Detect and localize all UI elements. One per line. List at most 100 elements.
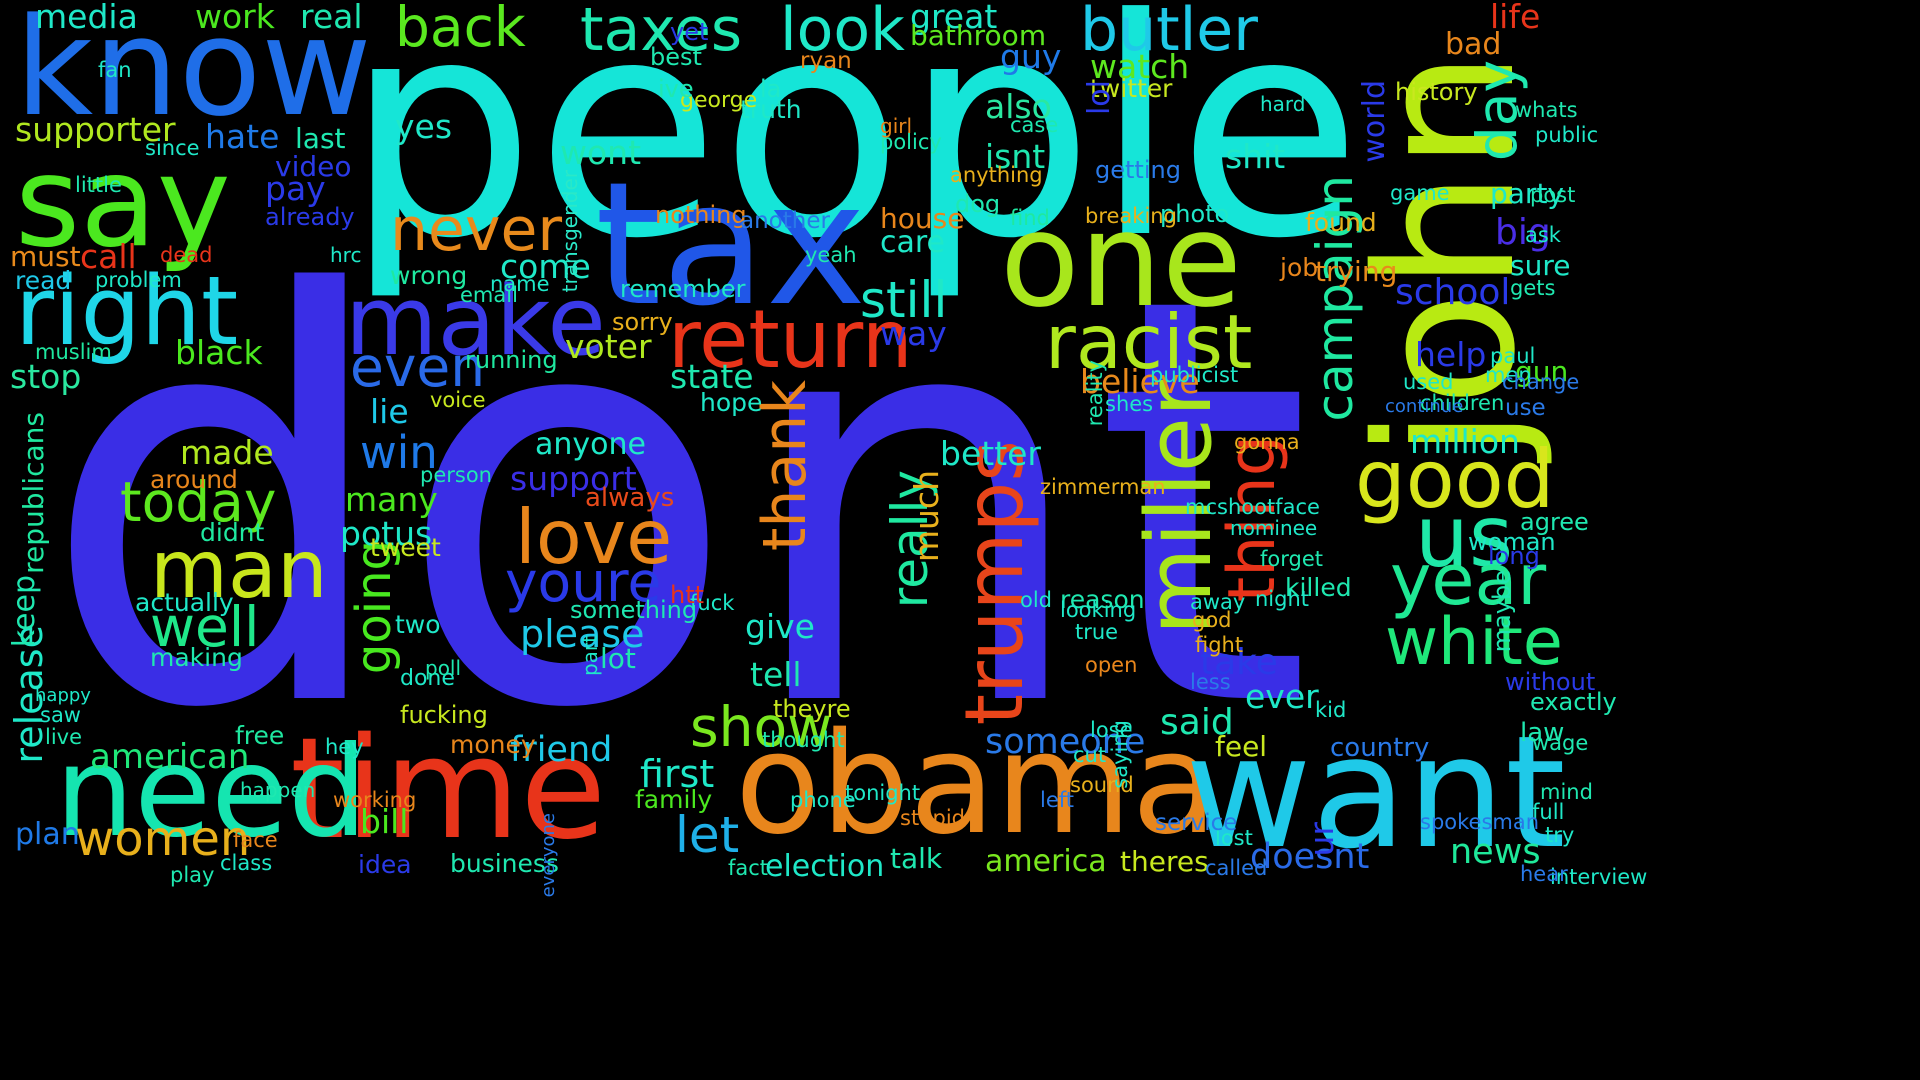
word-dog: dog: [955, 190, 1001, 218]
word-policy: policy: [880, 130, 942, 154]
word-anyone: anyone: [535, 427, 646, 462]
word-gun: gun: [1515, 355, 1569, 388]
word-done: done: [400, 666, 455, 691]
word-post: post: [1530, 183, 1576, 207]
word-tax: tax: [595, 146, 867, 344]
word-mcshootface: mcshootface: [1185, 495, 1320, 519]
word-care: care: [880, 225, 946, 260]
word-nothing: nothing: [655, 201, 747, 229]
word-last: last: [295, 122, 346, 155]
word-return: return: [668, 293, 913, 386]
word-today: today: [120, 470, 277, 534]
word-play: play: [170, 863, 215, 887]
word-getting: getting: [1095, 156, 1181, 184]
word-always: always: [585, 483, 675, 513]
word-forget: forget: [1260, 547, 1323, 571]
word-everyone: everyone: [538, 813, 559, 898]
word-real: real: [300, 0, 363, 36]
word-without: without: [1505, 668, 1596, 696]
word-sound: sound: [1070, 773, 1134, 797]
word-year: year: [1390, 539, 1547, 621]
word-old: old: [1020, 588, 1053, 612]
word-yeah: yeah: [805, 243, 857, 267]
word-live: live: [45, 725, 83, 749]
word-maybe: maybe: [1488, 570, 1516, 653]
word-know: know: [15, 0, 372, 146]
word-bad: bad: [1445, 27, 1502, 62]
word-many: many: [345, 480, 438, 519]
word-yes: yes: [395, 107, 453, 146]
word-reality: reality: [1083, 360, 1107, 427]
word-tweet: tweet: [370, 533, 441, 562]
word-wont: wont: [560, 133, 642, 172]
word-lost: lost: [1215, 826, 1253, 850]
word-truth: truth: [740, 95, 802, 124]
word-one: one: [1000, 184, 1242, 336]
word-make: make: [345, 267, 606, 377]
word-lol: lol: [1082, 80, 1117, 116]
word-plan: plan: [15, 817, 80, 852]
word-guy: guy: [1000, 37, 1062, 76]
word-transgender: transgender: [558, 170, 582, 293]
word-george: george: [680, 88, 758, 113]
word-us: us: [1415, 488, 1514, 587]
word-cut: cut: [1073, 743, 1107, 767]
word-game: game: [1390, 181, 1450, 205]
word-night: night: [1255, 587, 1310, 611]
word-children: children: [1420, 391, 1505, 415]
word-full: full: [1532, 800, 1565, 824]
word-right: right: [15, 257, 239, 367]
word-let: let: [675, 806, 740, 864]
word-state: state: [670, 357, 754, 396]
word-woman: woman: [1468, 528, 1556, 556]
word-great: great: [910, 0, 998, 36]
word-anything: anything: [950, 163, 1043, 187]
word-left: left: [1040, 788, 1075, 812]
word-need: need: [55, 720, 368, 865]
word-nominee: nominee: [1230, 516, 1318, 540]
word-dead: dead: [160, 243, 213, 267]
word-god: god: [1192, 608, 1232, 632]
word-shit: shit: [1225, 137, 1286, 176]
word-hate: hate: [205, 117, 280, 156]
word-isnt: isnt: [985, 137, 1046, 176]
word-problem: problem: [95, 268, 182, 292]
word-someone: someone: [985, 722, 1146, 762]
word-open: open: [1085, 653, 1138, 677]
word-long: long: [1488, 542, 1540, 570]
word-first: first: [640, 752, 715, 796]
word-used: used: [1403, 370, 1454, 394]
word-men: men: [1485, 363, 1532, 387]
word-voter: voter: [565, 327, 652, 366]
word-paul: paul: [1490, 344, 1536, 368]
word-said: said: [1160, 702, 1234, 743]
word-try: try: [1545, 823, 1575, 847]
word-watch: watch: [1090, 47, 1190, 86]
word-email: email: [460, 283, 518, 307]
word-friend: friend: [510, 730, 613, 770]
word-htt: htt: [670, 581, 705, 609]
word-wrong: wrong: [390, 261, 468, 290]
word-spokesman: spokesman: [1420, 810, 1540, 834]
word-gonna: gonna: [1234, 430, 1300, 454]
word-racist: racist: [1045, 298, 1253, 386]
word-ryan: ryan: [800, 48, 852, 74]
word-job: job: [1280, 253, 1319, 282]
word-obama: obama: [735, 703, 1218, 866]
word-business: business: [450, 849, 559, 878]
word-twitter: twitter: [1090, 74, 1173, 103]
word-potus: potus: [340, 514, 433, 553]
word-school: school: [1395, 272, 1511, 313]
word-happen: happen: [240, 778, 316, 802]
word-lot: lot: [600, 642, 636, 675]
word-say: say: [15, 130, 231, 275]
word-keep: keep: [7, 575, 42, 648]
word-trumps: trumps: [948, 440, 1041, 726]
word-working: working: [333, 788, 417, 812]
word-come: come: [500, 247, 591, 286]
word-found: found: [1305, 208, 1377, 237]
word-breaking: breaking: [1085, 204, 1177, 228]
word-away: away: [1190, 590, 1246, 614]
word-world: world: [1357, 80, 1392, 163]
word-support: support: [510, 459, 637, 498]
